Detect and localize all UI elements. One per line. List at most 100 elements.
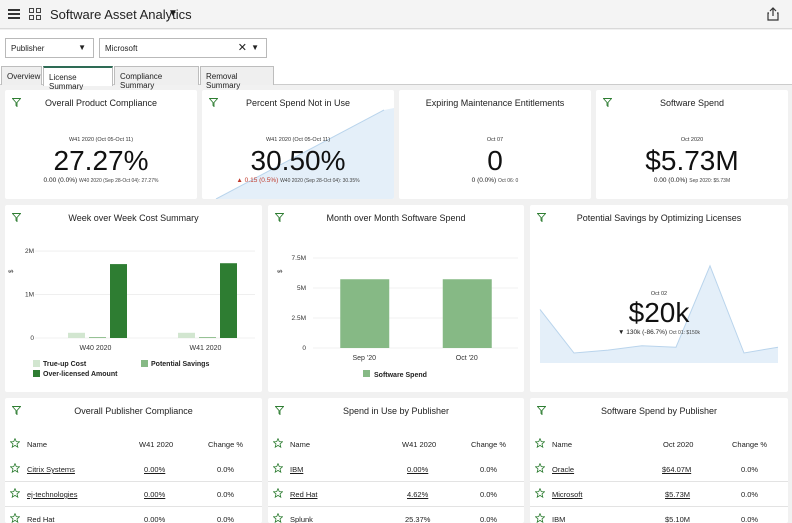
savings-line bbox=[539, 264, 779, 354]
kpi-value: $5.73M bbox=[645, 145, 739, 176]
kpi-period: W41 2020 (Oct 05-Oct 11) bbox=[68, 137, 134, 143]
filter-field-value: Publisher bbox=[11, 44, 45, 53]
filter-icon[interactable] bbox=[537, 406, 546, 415]
row-change: 0.0% bbox=[480, 465, 498, 474]
star-icon[interactable] bbox=[273, 488, 283, 498]
share-icon[interactable] bbox=[767, 7, 779, 21]
star-icon[interactable] bbox=[10, 438, 20, 448]
kpi-value: 0 bbox=[487, 145, 503, 176]
row-name-link[interactable]: ej-technologies bbox=[27, 490, 78, 499]
kpi-period: Oct 2020 bbox=[680, 137, 704, 143]
star-icon[interactable] bbox=[535, 488, 545, 498]
y-tick-label: 0 bbox=[30, 335, 34, 342]
row-change: 0.0% bbox=[217, 515, 235, 523]
star-icon[interactable] bbox=[273, 463, 283, 473]
star-icon[interactable] bbox=[273, 438, 283, 448]
bar-potential-savings bbox=[199, 337, 216, 338]
row-value-link[interactable]: 4.62% bbox=[407, 490, 429, 499]
row-value-link[interactable]: 0.00% bbox=[144, 465, 166, 474]
column-header-change[interactable]: Change % bbox=[208, 440, 244, 449]
savings-area bbox=[540, 265, 778, 363]
row-change: 0.0% bbox=[217, 490, 235, 499]
page-title[interactable]: Software Asset Analytics bbox=[50, 7, 192, 22]
kpi-period: Oct 02 bbox=[650, 291, 668, 297]
row-name-link[interactable]: Microsoft bbox=[552, 490, 583, 499]
row-name-link[interactable]: Oracle bbox=[552, 465, 575, 474]
kpi-period: Oct 07 bbox=[486, 137, 504, 143]
row-value-link[interactable]: $5.10M bbox=[665, 515, 691, 523]
tab-license-summary[interactable]: License Summary bbox=[43, 66, 113, 91]
legend-swatch bbox=[363, 370, 370, 377]
star-icon[interactable] bbox=[535, 463, 545, 473]
column-header-name[interactable]: Name bbox=[27, 440, 48, 449]
kpi-change-line: ▲ 0.15 (0.5%) W40 2020 (Sep 28-Oct 04): … bbox=[202, 177, 394, 184]
dashboard-grid-icon[interactable] bbox=[29, 8, 41, 20]
column-header-period[interactable]: W41 2020 bbox=[139, 440, 174, 449]
row-value-link[interactable]: 0.00% bbox=[407, 465, 429, 474]
chevron-down-icon[interactable]: ▼ bbox=[168, 8, 178, 19]
y-tick-label: 7.5M bbox=[292, 255, 306, 262]
row-change: 0.0% bbox=[741, 515, 759, 523]
tab-removal-summary[interactable]: Removal Summary bbox=[200, 66, 274, 90]
y-tick-label: 5M bbox=[297, 285, 306, 292]
row-value-link[interactable]: $5.73M bbox=[665, 490, 691, 499]
star-icon[interactable] bbox=[535, 438, 545, 448]
chevron-down-icon: ▼ bbox=[78, 43, 86, 52]
kpi-compare: Sep 2020: $5.73M bbox=[689, 178, 731, 184]
filter-icon[interactable] bbox=[537, 213, 546, 222]
column-header-name[interactable]: Name bbox=[290, 440, 311, 449]
filter-icon[interactable] bbox=[12, 98, 21, 107]
star-icon[interactable] bbox=[535, 513, 545, 523]
row-value-link[interactable]: $64.07M bbox=[662, 465, 692, 474]
row-name-link[interactable]: Splunk bbox=[290, 515, 313, 523]
legend-label: Software Spend bbox=[374, 372, 427, 379]
column-header-change[interactable]: Change % bbox=[732, 440, 768, 449]
menu-icon[interactable] bbox=[8, 9, 20, 19]
chevron-down-icon[interactable]: ▼ bbox=[251, 43, 259, 52]
clear-icon[interactable]: ✕ bbox=[237, 42, 247, 54]
filter-field-select[interactable]: Publisher ▼ bbox=[5, 38, 94, 58]
kpi-change: ▼ 130k (-86.7%) bbox=[617, 329, 668, 336]
row-change: 0.0% bbox=[480, 515, 498, 523]
column-header-period[interactable]: Oct 2020 bbox=[663, 440, 694, 449]
row-name-link[interactable]: Citrix Systems bbox=[27, 465, 75, 474]
filter-icon[interactable] bbox=[12, 213, 21, 222]
card-title: Expiring Maintenance Entitlements bbox=[425, 98, 565, 108]
kpi-change: 0.00 (0.0%) bbox=[43, 177, 78, 184]
row-change: 0.0% bbox=[741, 490, 759, 499]
table-row: IBM 0.00% 0.0% bbox=[268, 457, 524, 482]
kpi-change-line: 0 (0.0%) Oct 06: 0 bbox=[399, 177, 591, 184]
row-value-link[interactable]: 25.37% bbox=[405, 515, 431, 523]
bar-over-licensed-amount bbox=[110, 264, 127, 338]
row-name-link[interactable]: IBM bbox=[290, 465, 304, 474]
table-row: Oracle $64.07M 0.0% bbox=[530, 457, 788, 482]
card-title: Percent Spend Not in Use bbox=[245, 98, 351, 108]
row-value-link[interactable]: 0.00% bbox=[144, 515, 166, 523]
star-icon[interactable] bbox=[10, 513, 20, 523]
filter-icon[interactable] bbox=[603, 98, 612, 107]
star-icon[interactable] bbox=[273, 513, 283, 523]
tab-compliance-summary[interactable]: Compliance Summary bbox=[114, 66, 199, 90]
row-change: 0.0% bbox=[480, 490, 498, 499]
filter-value-select[interactable]: Microsoft ✕ ▼ bbox=[99, 38, 267, 58]
column-header-period[interactable]: W41 2020 bbox=[402, 440, 437, 449]
table-card-spend-in-use: Spend in Use by Publisher Name W41 2020 … bbox=[268, 398, 524, 523]
column-header-change[interactable]: Change % bbox=[471, 440, 507, 449]
bar-software-spend bbox=[442, 279, 492, 348]
row-name-link[interactable]: IBM bbox=[552, 515, 566, 523]
filter-icon[interactable] bbox=[275, 213, 284, 222]
tab-overview[interactable]: Overview bbox=[1, 66, 42, 85]
star-icon[interactable] bbox=[10, 488, 20, 498]
kpi-compare: Oct 06: 0 bbox=[498, 178, 519, 184]
kpi-card-expiring: Expiring Maintenance Entitlements Oct 07… bbox=[399, 90, 591, 199]
filter-icon[interactable] bbox=[12, 406, 21, 415]
row-name-link[interactable]: Red Hat bbox=[290, 490, 318, 499]
column-header-name[interactable]: Name bbox=[552, 440, 573, 449]
bar-true-up-cost bbox=[68, 332, 85, 338]
filter-icon[interactable] bbox=[209, 98, 218, 107]
star-icon[interactable] bbox=[10, 463, 20, 473]
row-value-link[interactable]: 0.00% bbox=[144, 490, 166, 499]
kpi-card-compliance: Overall Product Compliance W41 2020 (Oct… bbox=[5, 90, 197, 199]
row-name-link[interactable]: Red Hat bbox=[27, 515, 55, 523]
filter-icon[interactable] bbox=[275, 406, 284, 415]
